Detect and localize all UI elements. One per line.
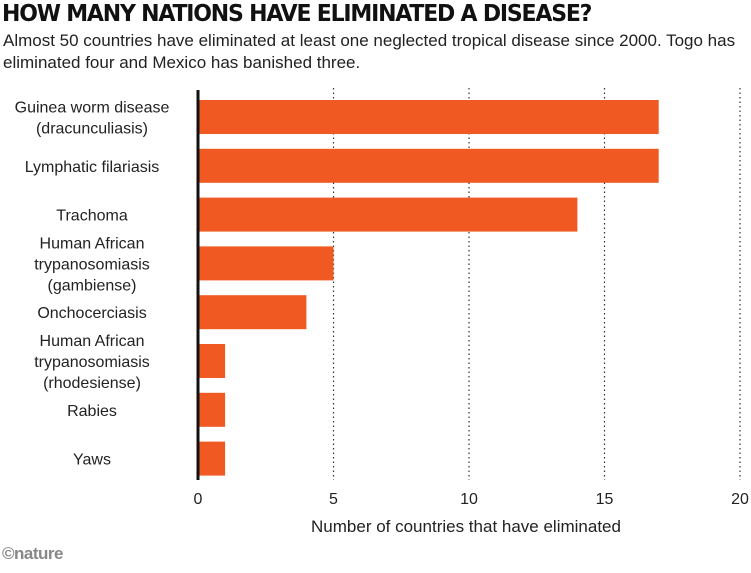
x-axis-title: Number of countries that have eliminated	[311, 517, 621, 536]
x-tick-label: 15	[596, 491, 614, 508]
category-label-line: (rhodesiense)	[43, 375, 141, 392]
bars	[198, 100, 659, 476]
category-labels: Guinea worm disease (dracunculiasis) Lymph…	[15, 100, 170, 469]
category-label-line: (gambiense)	[48, 277, 137, 294]
x-tick-label: 5	[329, 491, 338, 508]
category-label-line: Trachoma	[56, 208, 128, 225]
bar	[198, 148, 659, 183]
bar	[198, 295, 307, 330]
category-label-line: Onchocerciasis	[37, 305, 146, 322]
category-label: Human African trypanosomiasis (rhodesiense…	[34, 333, 150, 392]
category-label-line: Lymphatic filariasis	[25, 159, 160, 176]
category-label: Guinea worm disease (dracunculiasis)	[15, 100, 170, 138]
category-label-line: Guinea worm disease	[15, 100, 170, 117]
category-label: Rabies	[67, 403, 117, 420]
category-label-line: Human African	[40, 333, 145, 350]
category-label: Lymphatic filariasis	[25, 159, 160, 176]
bar	[198, 100, 659, 134]
bar	[198, 246, 334, 281]
category-label-line: Rabies	[67, 403, 117, 420]
x-tick-label: 10	[460, 491, 478, 508]
bar	[198, 197, 578, 232]
bar	[198, 441, 226, 476]
category-label-line: trypanosomiasis	[34, 354, 150, 371]
category-label: Human African trypanosomiasis (gambiense)	[34, 235, 150, 294]
bar	[198, 344, 226, 378]
category-label: Yaws	[73, 452, 111, 469]
category-label: Trachoma	[56, 208, 128, 225]
x-tick-label: 0	[194, 491, 203, 508]
gridlines	[332, 88, 741, 480]
chart-subtitle: Almost 50 countries have eliminated at l…	[3, 31, 736, 72]
x-tick-label: 20	[731, 491, 749, 508]
tick-labels: 0 5 10 15 20	[194, 491, 749, 508]
category-label-line: Human African	[40, 235, 145, 252]
category-label-line: (dracunculiasis)	[36, 121, 148, 138]
bar	[198, 392, 226, 427]
category-label-line: Yaws	[73, 452, 111, 469]
category-label: Onchocerciasis	[37, 305, 146, 322]
nature-credit: ©nature	[2, 544, 63, 563]
chart-title: HOW MANY NATIONS HAVE ELIMINATED A DISEA…	[2, 1, 592, 28]
category-label-line: trypanosomiasis	[34, 256, 150, 273]
